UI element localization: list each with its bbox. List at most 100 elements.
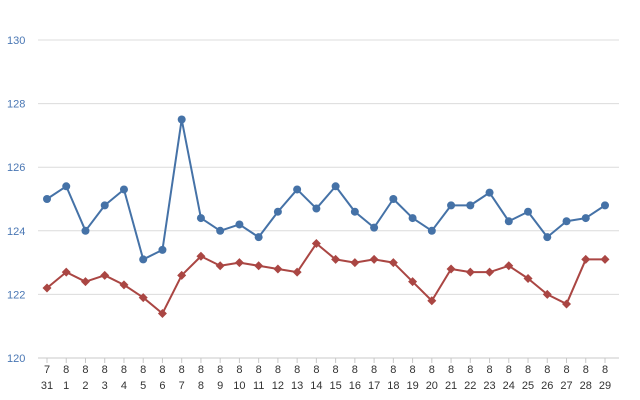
x-tick-day: 11 (253, 380, 264, 392)
x-tick-day: 9 (217, 380, 223, 392)
x-tick-month: 8 (525, 364, 531, 376)
data-point (408, 277, 418, 287)
gridlines (38, 39, 619, 359)
data-point (370, 223, 379, 232)
data-point (215, 261, 225, 271)
x-tick-month: 8 (371, 364, 377, 376)
data-point (158, 245, 167, 254)
data-point (177, 115, 186, 124)
data-point (581, 254, 591, 264)
x-axis: 7318182838485868788898108118128138148158… (41, 358, 611, 392)
y-tick-label: 124 (7, 226, 25, 238)
x-tick-day: 28 (580, 380, 592, 392)
data-point (254, 233, 263, 242)
data-point (350, 207, 359, 216)
x-tick-month: 8 (82, 364, 88, 376)
y-tick-label: 120 (7, 353, 25, 365)
data-point (581, 214, 590, 223)
x-tick-day: 21 (445, 380, 457, 392)
data-point (119, 280, 129, 290)
x-tick-day: 15 (329, 380, 341, 392)
x-tick-day: 29 (599, 380, 611, 392)
x-tick-day: 23 (483, 380, 495, 392)
x-tick-month: 7 (44, 364, 50, 376)
y-tick-label: 130 (7, 35, 25, 47)
x-tick-day: 27 (560, 380, 572, 392)
data-point (157, 308, 167, 318)
y-axis-ticks: 120 122 124 126 128 130 (7, 35, 25, 365)
data-point (427, 296, 437, 306)
data-point (466, 201, 475, 210)
data-point (234, 258, 244, 268)
x-tick-month: 8 (140, 364, 146, 376)
y-tick-label: 126 (7, 162, 25, 174)
x-tick-month: 8 (467, 364, 473, 376)
data-point (600, 254, 610, 264)
data-point (601, 201, 609, 210)
x-tick-month: 8 (198, 364, 204, 376)
data-point (331, 254, 341, 264)
x-tick-month: 8 (583, 364, 589, 376)
x-tick-month: 8 (563, 364, 569, 376)
data-point (523, 274, 533, 283)
data-point (312, 204, 321, 213)
x-tick-month: 8 (256, 364, 262, 376)
x-tick-day: 17 (368, 380, 380, 392)
data-point (427, 226, 436, 235)
x-tick-day: 12 (272, 380, 284, 392)
x-tick-day: 3 (102, 380, 108, 392)
x-tick-month: 8 (333, 364, 339, 376)
x-tick-day: 24 (503, 380, 515, 392)
x-tick-month: 8 (275, 364, 281, 376)
x-tick-month: 8 (179, 364, 185, 376)
x-tick-month: 8 (102, 364, 108, 376)
data-point (43, 195, 51, 203)
data-point (446, 264, 456, 274)
data-point (408, 214, 417, 223)
data-point (331, 182, 340, 191)
x-tick-day: 22 (464, 380, 476, 392)
x-tick-month: 8 (63, 364, 69, 376)
x-tick-day: 13 (291, 380, 303, 392)
data-point (369, 254, 379, 264)
x-tick-month: 8 (159, 364, 165, 376)
data-point (562, 217, 571, 226)
data-point (196, 214, 205, 223)
data-point (543, 233, 552, 242)
x-tick-day: 1 (63, 380, 69, 392)
data-point (389, 195, 398, 203)
data-point (504, 261, 514, 271)
data-point (254, 261, 264, 271)
series-2-line (46, 242, 605, 315)
x-tick-month: 8 (352, 364, 358, 376)
x-tick-day: 20 (426, 380, 438, 392)
x-tick-month: 8 (544, 364, 550, 376)
x-tick-month: 8 (313, 364, 319, 376)
x-tick-month: 8 (429, 364, 435, 376)
data-point (177, 270, 187, 280)
data-point (42, 283, 52, 293)
data-point (81, 226, 90, 235)
data-point (100, 270, 110, 280)
x-tick-month: 8 (486, 364, 492, 376)
data-point (293, 185, 302, 194)
data-point (235, 220, 244, 229)
x-tick-day: 10 (233, 380, 245, 392)
data-point (465, 267, 475, 277)
data-point (542, 289, 552, 299)
y-tick-label: 128 (7, 99, 25, 111)
x-tick-month: 8 (448, 364, 454, 376)
data-point (292, 267, 302, 277)
data-point (80, 277, 90, 287)
x-tick-day: 16 (349, 380, 361, 392)
data-point (273, 207, 282, 216)
x-tick-day: 18 (387, 380, 399, 392)
series-2 (42, 239, 610, 318)
data-point (388, 258, 398, 268)
data-point (504, 217, 513, 226)
data-point (447, 201, 456, 210)
x-tick-day: 4 (121, 380, 127, 392)
data-point (311, 239, 321, 249)
x-tick-month: 8 (506, 364, 512, 376)
